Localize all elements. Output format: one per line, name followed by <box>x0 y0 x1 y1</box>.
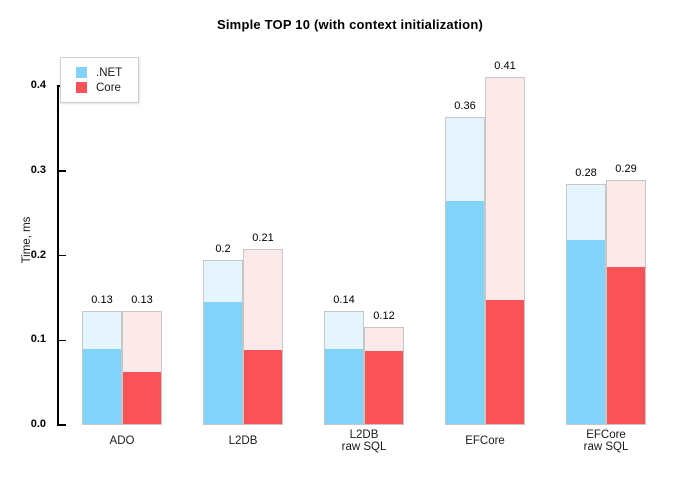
bar-value-label: 0.13 <box>131 294 153 307</box>
bar-solid-core <box>365 351 403 424</box>
y-tick-label: 0.4 <box>30 79 46 91</box>
legend-label-core: Core <box>96 81 121 94</box>
bar-solid-core <box>244 349 282 424</box>
bar-value-label: 0.28 <box>575 167 597 180</box>
legend-label-net: .NET <box>96 66 123 79</box>
bar-solid-net <box>567 240 605 424</box>
x-category-line: raw SQL <box>583 441 629 453</box>
legend-swatch-core-icon <box>76 82 87 93</box>
x-category-line: L2DB <box>349 429 379 441</box>
chart-title: Simple TOP 10 (with context initializati… <box>217 17 483 32</box>
y-tick <box>57 170 66 172</box>
x-category-label: EFCore <box>420 435 550 447</box>
legend-swatch-net-icon <box>76 67 87 78</box>
bar-value-label: 0.29 <box>615 163 637 176</box>
x-category-label: ADO <box>57 435 187 447</box>
legend-item-core: Core <box>76 80 122 95</box>
bar-value-label: 0.2 <box>215 242 231 255</box>
y-tick-label: 0.0 <box>30 418 46 430</box>
bar-value-label: 0.12 <box>373 309 395 322</box>
x-category-line: EFCore <box>465 435 505 447</box>
bar-solid-core <box>123 372 161 424</box>
x-category-line: EFCore <box>586 429 626 441</box>
bar-value-label: 0.14 <box>333 293 355 306</box>
bar-solid-core <box>607 266 645 424</box>
bar-solid-net <box>83 348 121 424</box>
legend: .NET Core <box>60 57 140 103</box>
bar-value-label: 0.21 <box>252 231 274 244</box>
y-tick <box>57 339 66 341</box>
bar-solid-core <box>486 300 524 424</box>
y-tick-label: 0.3 <box>30 163 46 176</box>
x-category-label: L2DB raw SQL <box>299 429 429 453</box>
bar-solid-net <box>446 201 484 424</box>
y-tick-label: 0.1 <box>30 333 46 346</box>
legend-item-net: .NET <box>76 65 122 80</box>
x-category-label: L2DB <box>178 435 308 447</box>
x-category-line: ADO <box>109 435 135 447</box>
x-category-line: L2DB <box>228 435 258 447</box>
x-category-label: EFCore raw SQL <box>541 429 671 453</box>
bar-solid-net <box>325 348 363 424</box>
x-category-line: raw SQL <box>341 441 387 453</box>
bar-value-label: 0.41 <box>494 59 516 72</box>
bar-value-label: 0.13 <box>91 293 113 306</box>
y-tick <box>57 424 66 426</box>
bar-value-label: 0.36 <box>454 99 476 112</box>
bar-solid-net <box>204 302 242 424</box>
y-tick <box>57 254 66 257</box>
y-tick-label: 0.2 <box>30 248 46 261</box>
